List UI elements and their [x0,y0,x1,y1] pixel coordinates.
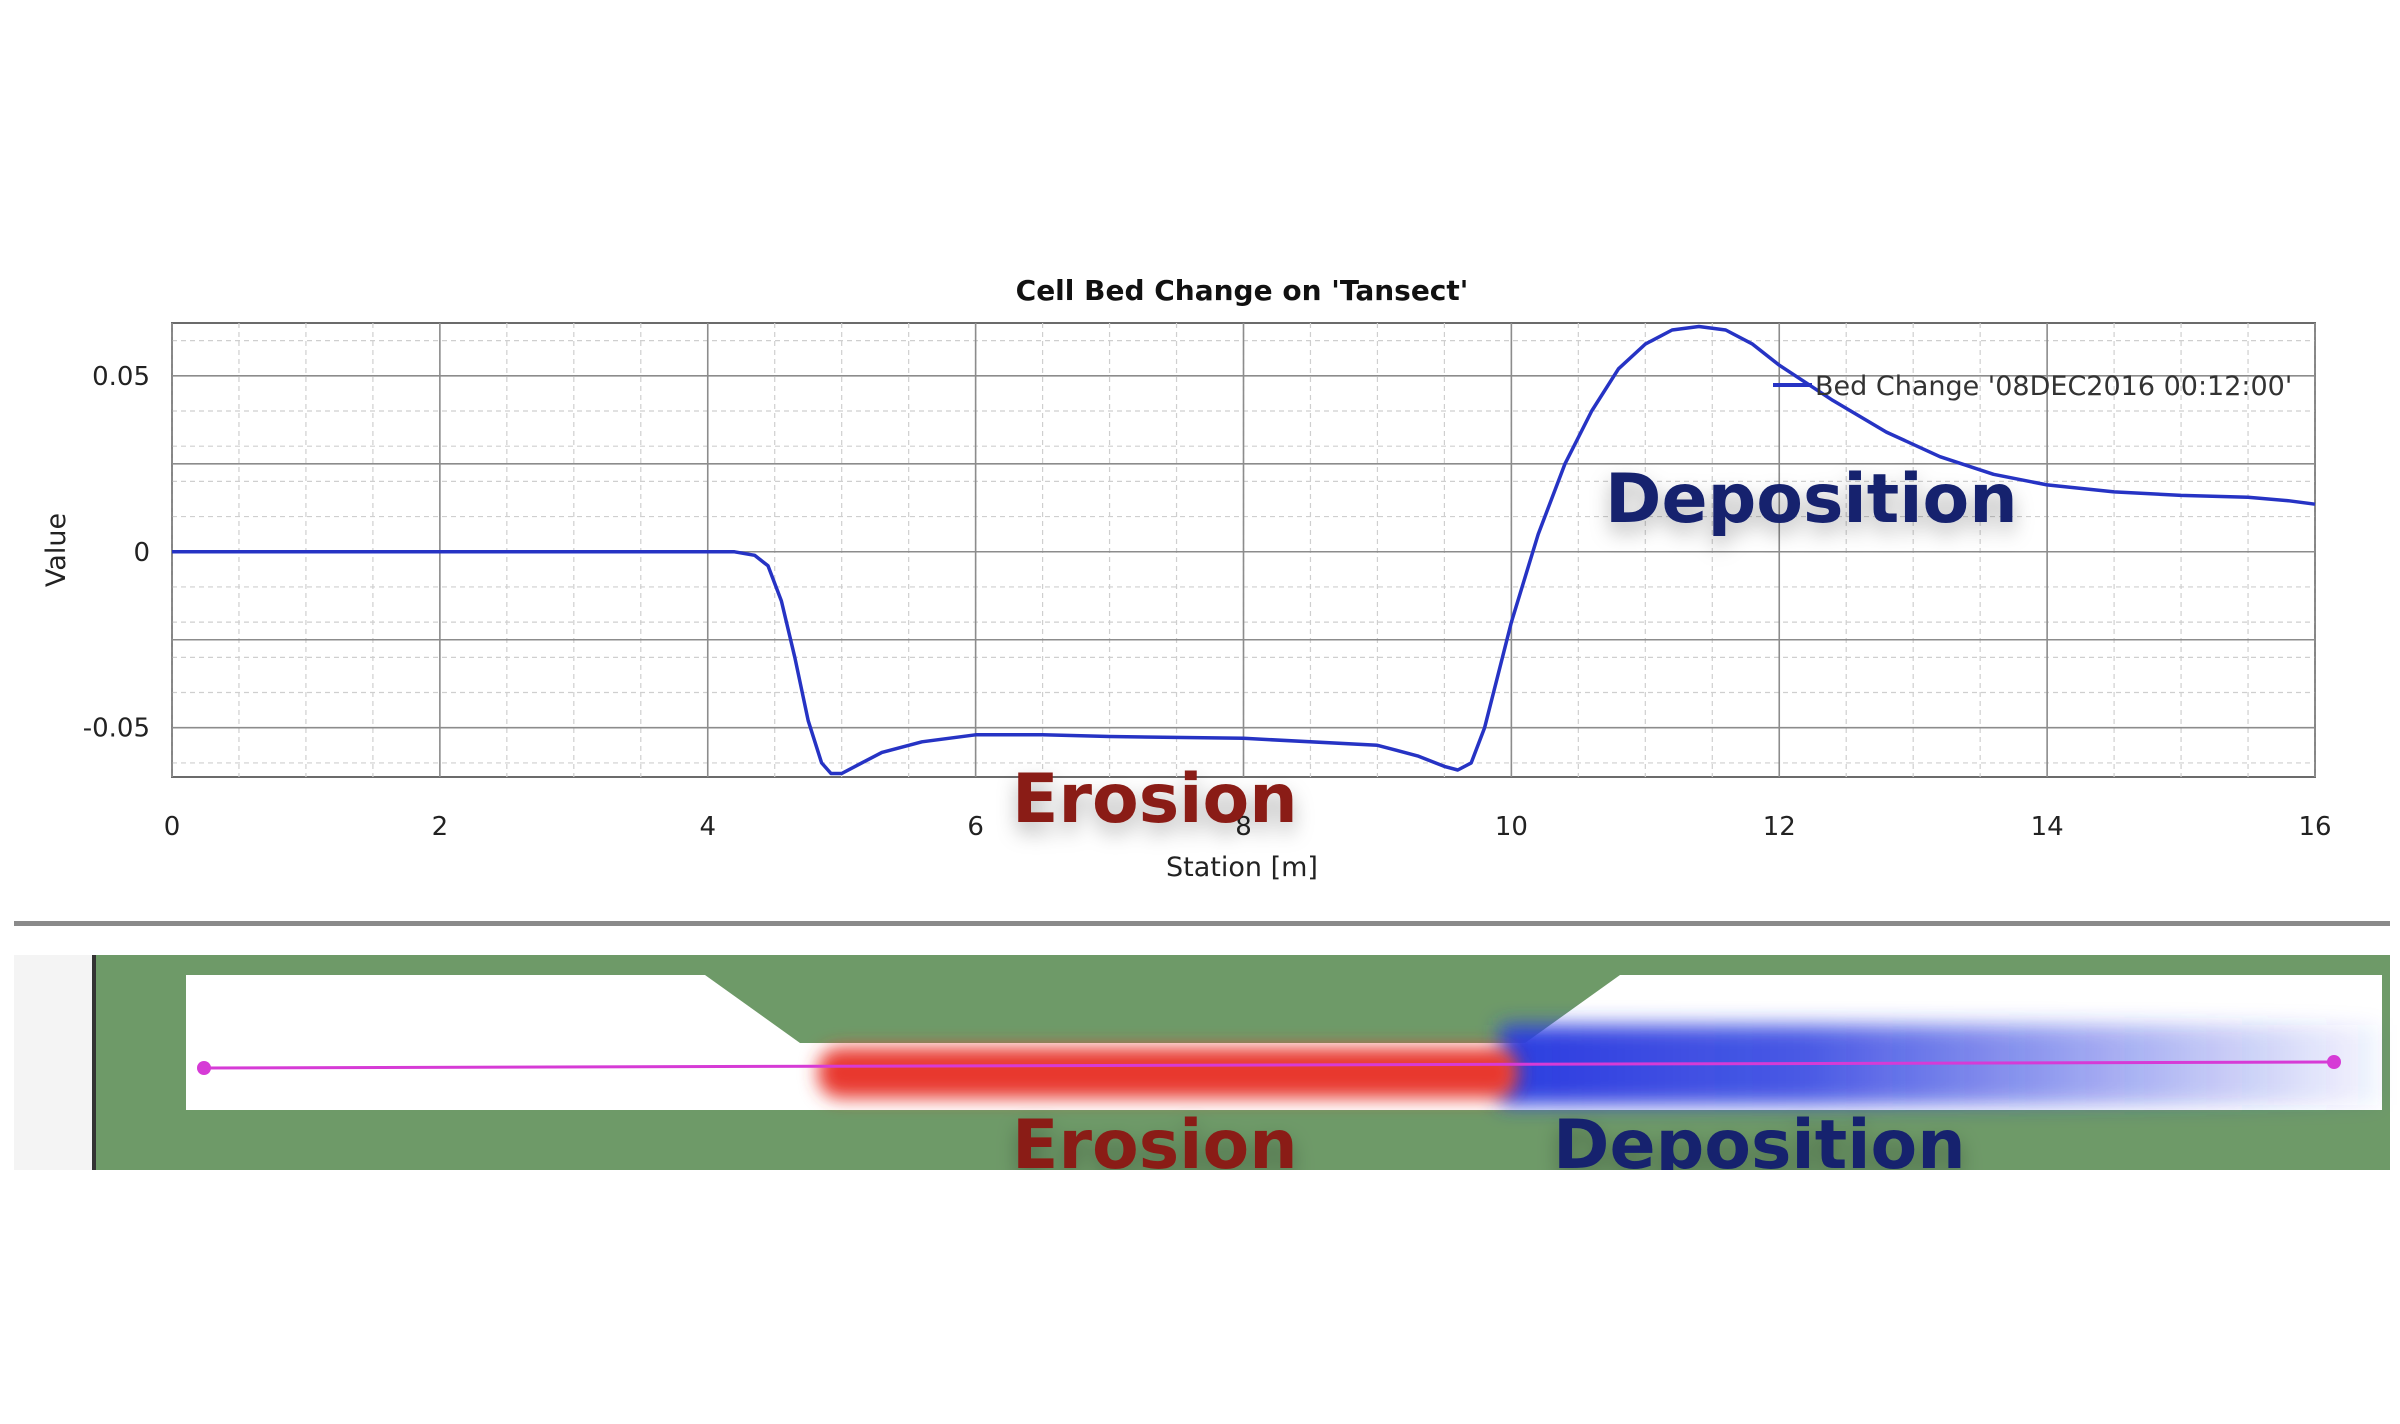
x-tick-label: 14 [2031,812,2064,842]
transect-line[interactable] [203,1060,2335,1070]
legend-label: Bed Change '08DEC2016 00:12:00' [1815,371,2292,402]
y-axis-ticks: -0.05 0 0.05 [83,362,150,744]
x-tick-label: 8 [1235,812,1252,842]
y-tick-label: 0 [133,538,150,568]
panel-separator [14,921,2390,926]
y-axis-title: Value [41,513,72,587]
x-tick-label: 4 [699,812,716,842]
plot-area: 0 2 4 6 8 10 12 14 16 -0.05 0 0.05 [83,322,2332,842]
x-axis-ticks: 0 2 4 6 8 10 12 14 16 [164,812,2332,842]
erosion-annotation: Erosion [1012,760,1298,839]
bottom-whitespace [14,1170,2390,1424]
series-line-bed-change [172,324,2316,776]
chart-title: Cell Bed Change on 'Tansect' [1016,274,1469,307]
y-tick-label: -0.05 [83,714,150,744]
map-panel: Erosion Deposition [14,955,2390,1185]
x-tick-label: 0 [164,812,181,842]
x-tick-label: 6 [967,812,984,842]
x-tick-label: 10 [1495,812,1528,842]
legend: Bed Change '08DEC2016 00:12:00' [1773,371,2292,402]
y-tick-label: 0.05 [92,362,150,392]
map-left-border [92,955,96,1170]
x-tick-label: 2 [432,812,449,842]
transect-end-point[interactable] [2327,1055,2341,1069]
x-tick-label: 16 [2298,812,2331,842]
x-tick-label: 12 [1763,812,1796,842]
deposition-annotation: Deposition [1605,460,2018,539]
transect-start-point[interactable] [197,1061,211,1075]
erosion-zone [818,1048,1518,1098]
map-left-margin [14,955,94,1170]
chart-panel: Cell Bed Change on 'Tansect' 0 2 4 6 8 10 12 14… [14,268,2390,918]
x-axis-title: Station [m] [1166,852,1318,883]
